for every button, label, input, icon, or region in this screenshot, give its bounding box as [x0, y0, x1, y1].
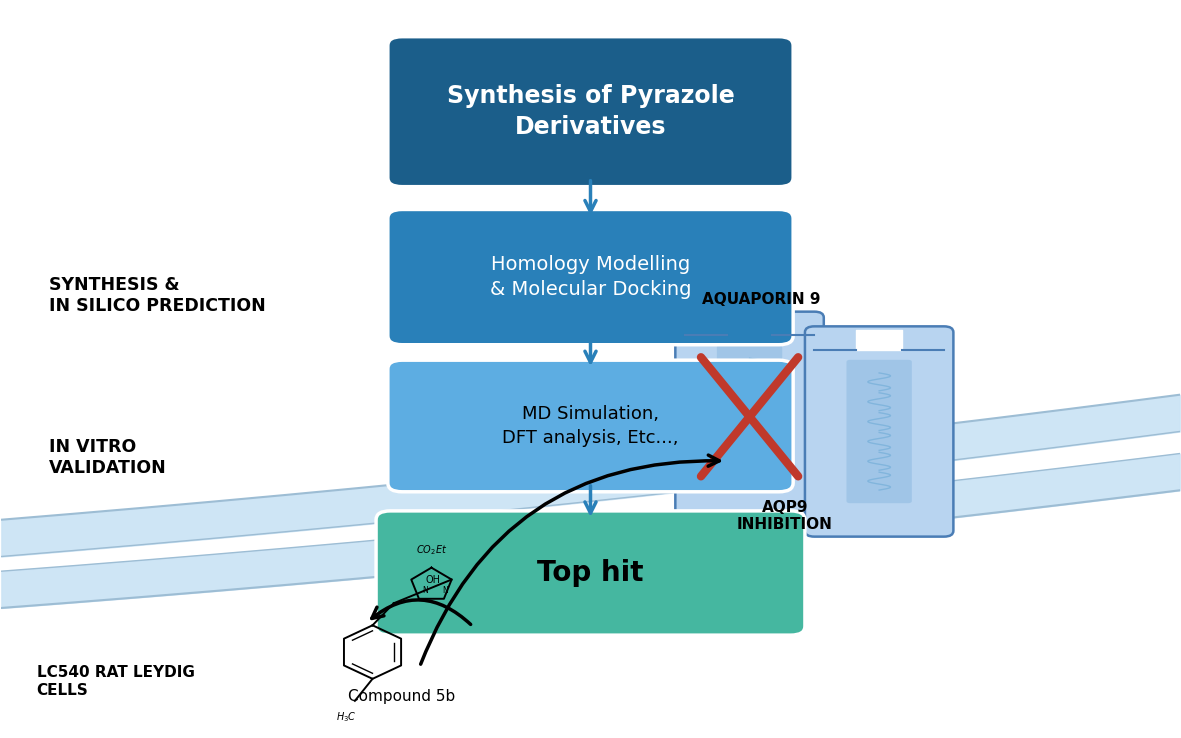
FancyBboxPatch shape — [717, 345, 782, 489]
FancyBboxPatch shape — [847, 360, 912, 503]
Text: LC540 RAT LEYDIG
CELLS: LC540 RAT LEYDIG CELLS — [37, 665, 195, 697]
Text: IN VITRO
VALIDATION: IN VITRO VALIDATION — [48, 438, 167, 477]
Text: OH: OH — [425, 575, 441, 584]
Text: Top hit: Top hit — [537, 559, 644, 587]
FancyBboxPatch shape — [676, 311, 824, 522]
Text: Homology Modelling
& Molecular Docking: Homology Modelling & Molecular Docking — [490, 255, 691, 299]
Text: AQP9
INHIBITION: AQP9 INHIBITION — [737, 500, 833, 532]
Text: Compound 5b: Compound 5b — [348, 689, 456, 703]
FancyBboxPatch shape — [387, 37, 794, 187]
Text: $CO_2Et$: $CO_2Et$ — [416, 543, 448, 556]
Text: AQUAPORIN 9: AQUAPORIN 9 — [702, 292, 821, 307]
Text: SYNTHESIS &
IN SILICO PREDICTION: SYNTHESIS & IN SILICO PREDICTION — [48, 276, 266, 315]
Text: N: N — [443, 585, 449, 595]
FancyBboxPatch shape — [387, 210, 794, 345]
FancyBboxPatch shape — [376, 511, 805, 635]
Text: N: N — [423, 585, 429, 595]
Text: Synthesis of Pyrazole
Derivatives: Synthesis of Pyrazole Derivatives — [446, 84, 735, 139]
Text: $H_3C$: $H_3C$ — [337, 710, 357, 723]
FancyBboxPatch shape — [805, 326, 953, 537]
FancyBboxPatch shape — [387, 360, 794, 492]
Text: MD Simulation,
DFT analysis, Etc...,: MD Simulation, DFT analysis, Etc..., — [502, 405, 679, 446]
